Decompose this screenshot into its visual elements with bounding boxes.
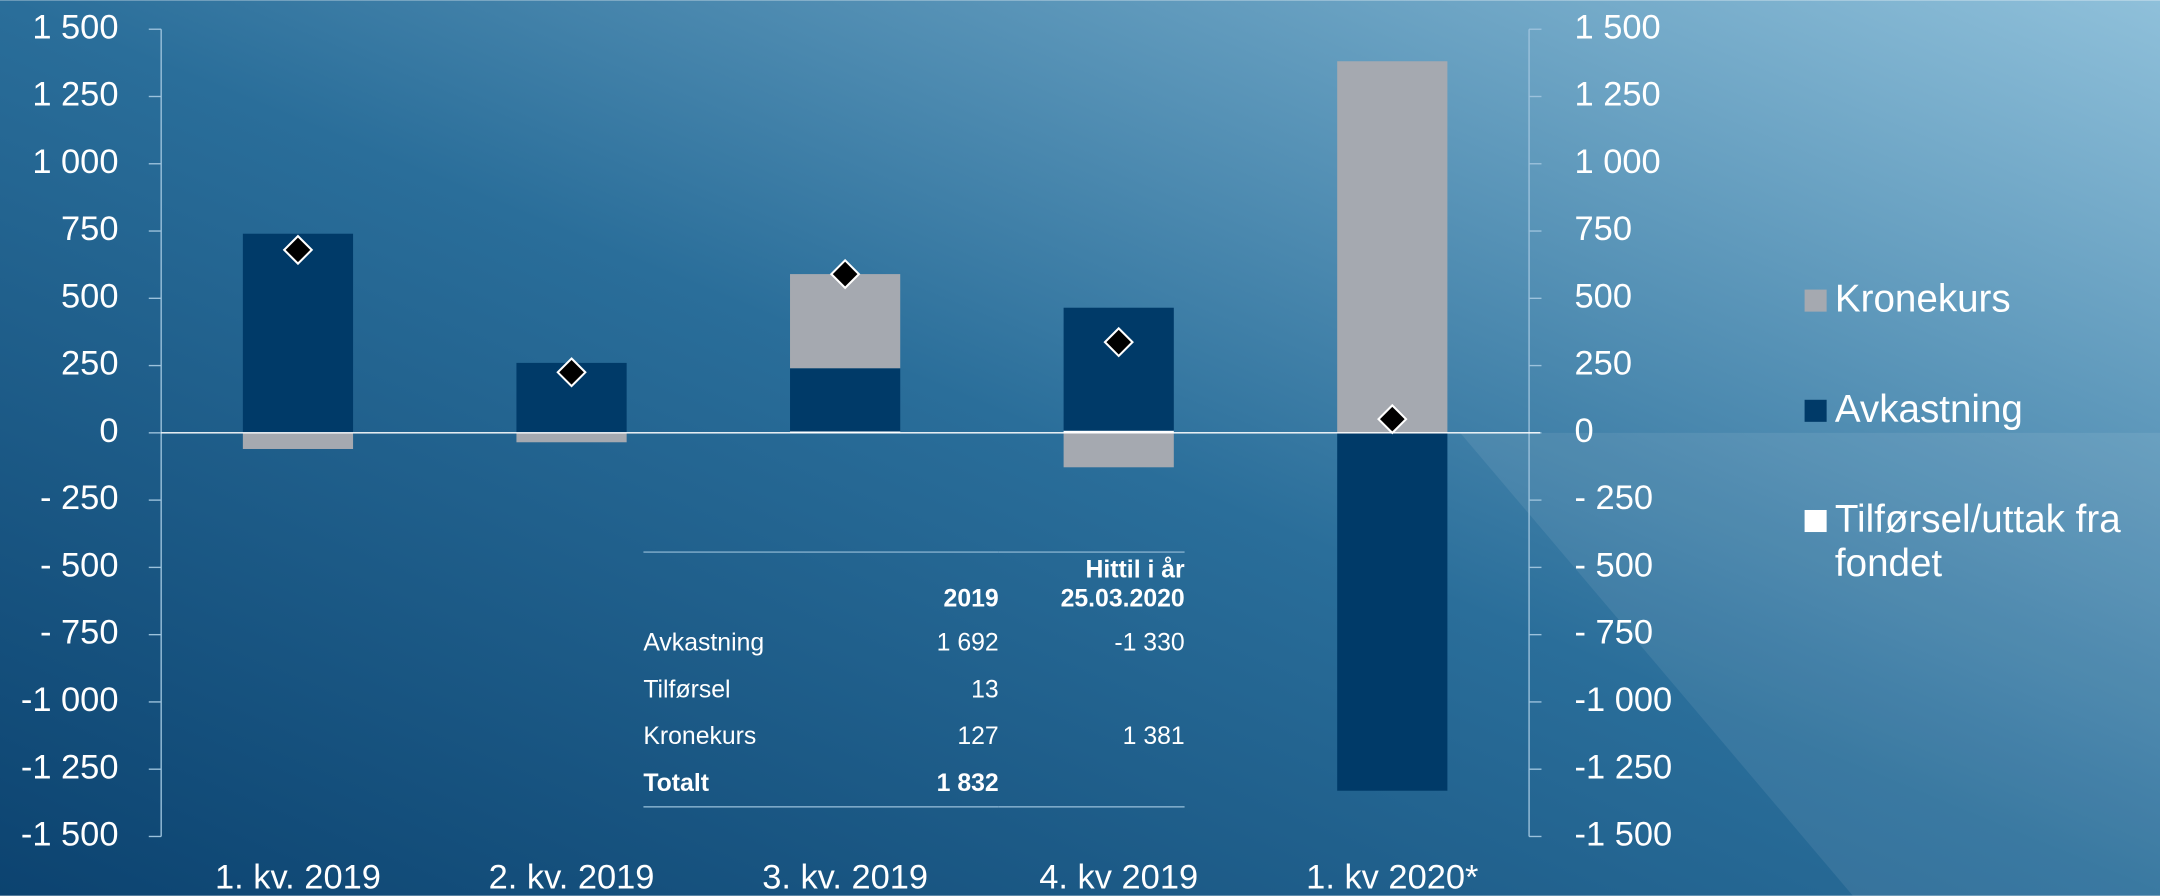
bar-segment — [1337, 432, 1448, 791]
bar-segment — [790, 368, 901, 432]
legend-label: Tilførsel/uttak fra fondet — [1834, 497, 2121, 585]
legend-entry: Tilførsel/uttak fra fondet — [1834, 497, 2121, 585]
column-header: 2019 — [943, 584, 999, 612]
y2-tick-label: - 500 — [1575, 546, 1653, 584]
y-tick-label: -1 500 — [21, 816, 119, 854]
y-tick-label: 750 — [61, 210, 118, 248]
total-marker — [1377, 403, 1408, 435]
y2-tick-label: 500 — [1575, 277, 1632, 315]
table-header: 2019 Hittil i år 25.03.2020 — [643, 552, 1185, 619]
legend-label: Avkastning — [1834, 387, 2023, 431]
y-tick-label: 1 000 — [32, 143, 118, 181]
cell: 1 692 — [936, 627, 999, 656]
x-tick-label: 1. kv 2020* — [1306, 858, 1478, 896]
total-marker — [282, 234, 314, 266]
y-tick-label: - 750 — [40, 614, 118, 652]
legend-swatch — [1804, 289, 1827, 312]
total-marker — [556, 357, 587, 388]
row-label: Totalt — [643, 768, 709, 796]
y2-tick-label: 1 000 — [1575, 143, 1661, 181]
cell: 13 — [971, 674, 999, 703]
legend-swatch — [1804, 509, 1827, 533]
x-tick-label: 3. kv. 2019 — [762, 858, 928, 896]
row-label: Kronekurs — [643, 721, 757, 749]
background-shape — [1460, 432, 2160, 896]
legend-swatch — [1804, 399, 1827, 422]
cell-empty — [999, 759, 1185, 807]
bar-segment — [1063, 307, 1174, 431]
y-tick-label: -1 250 — [21, 748, 119, 786]
table-row: Kronekurs 127 1 381 — [643, 712, 1184, 759]
legend-label: Kronekurs — [1834, 277, 2011, 320]
table-row: Avkastning 1 692 -1 330 — [643, 619, 1184, 666]
bar-segment — [516, 432, 627, 443]
y2-tick-label: -1 000 — [1575, 681, 1673, 719]
y-tick-label: 1 500 — [32, 8, 118, 46]
bar-segment — [1063, 430, 1174, 433]
total-marker — [1103, 326, 1134, 358]
y2-tick-label: - 250 — [1575, 479, 1653, 517]
y2-tick-label: -1 250 — [1575, 748, 1673, 786]
row-label: Tilførsel — [643, 674, 731, 703]
summary-table: 2019 Hittil i år 25.03.2020 Avkastning 1 69… — [643, 551, 1185, 808]
bar-segment — [1063, 432, 1174, 468]
cell: 1 381 — [1122, 721, 1185, 749]
x-tick-label: 4. kv 2019 — [1039, 858, 1198, 896]
bar-segment — [1337, 61, 1448, 433]
y-tick-label: 1 250 — [32, 76, 118, 114]
row-label: Avkastning — [643, 627, 765, 656]
table-corner — [643, 552, 877, 619]
y2-tick-label: 750 — [1575, 210, 1632, 248]
y-tick-label: 250 — [61, 345, 118, 383]
bar-segment — [242, 233, 354, 433]
legend-entry: Kronekurs — [1834, 277, 2011, 320]
y-tick-label: 0 — [99, 412, 118, 450]
y2-tick-label: 250 — [1575, 345, 1632, 383]
y2-tick-label: - 750 — [1575, 614, 1653, 652]
cell: 127 — [957, 721, 999, 749]
y2-tick-label: 1 250 — [1575, 76, 1661, 114]
cell: -1 330 — [1114, 627, 1185, 656]
y-tick-label: -1 000 — [21, 681, 119, 719]
bar-segment — [242, 432, 354, 449]
total-marker — [829, 258, 861, 290]
table: 2019 Hittil i år 25.03.2020 Avkastning 1 69… — [643, 551, 1185, 808]
column-header: Hittil i år 25.03.2020 — [1060, 555, 1185, 612]
x-tick-label: 1. kv. 2019 — [215, 858, 381, 896]
y2-tick-label: 0 — [1575, 412, 1594, 450]
y-tick-label: - 500 — [40, 546, 118, 584]
legend-entry: Avkastning — [1834, 387, 2023, 431]
x-tick-label: 2. kv. 2019 — [489, 858, 655, 896]
cell-empty — [999, 666, 1185, 713]
y2-tick-label: -1 500 — [1575, 816, 1673, 854]
y-tick-label: - 250 — [40, 479, 118, 517]
y2-tick-label: 1 500 — [1575, 8, 1661, 46]
plot: -1 500 -1 250 -1 000 - 750 - 500 - 250 0 250 500… — [21, 8, 1672, 896]
bar-segment — [790, 274, 901, 369]
cell: 1 832 — [936, 768, 999, 796]
y-tick-label: 500 — [61, 277, 118, 315]
table-row: Totalt 1 832 — [643, 759, 1184, 807]
table-row: Tilførsel 13 — [643, 666, 1184, 713]
